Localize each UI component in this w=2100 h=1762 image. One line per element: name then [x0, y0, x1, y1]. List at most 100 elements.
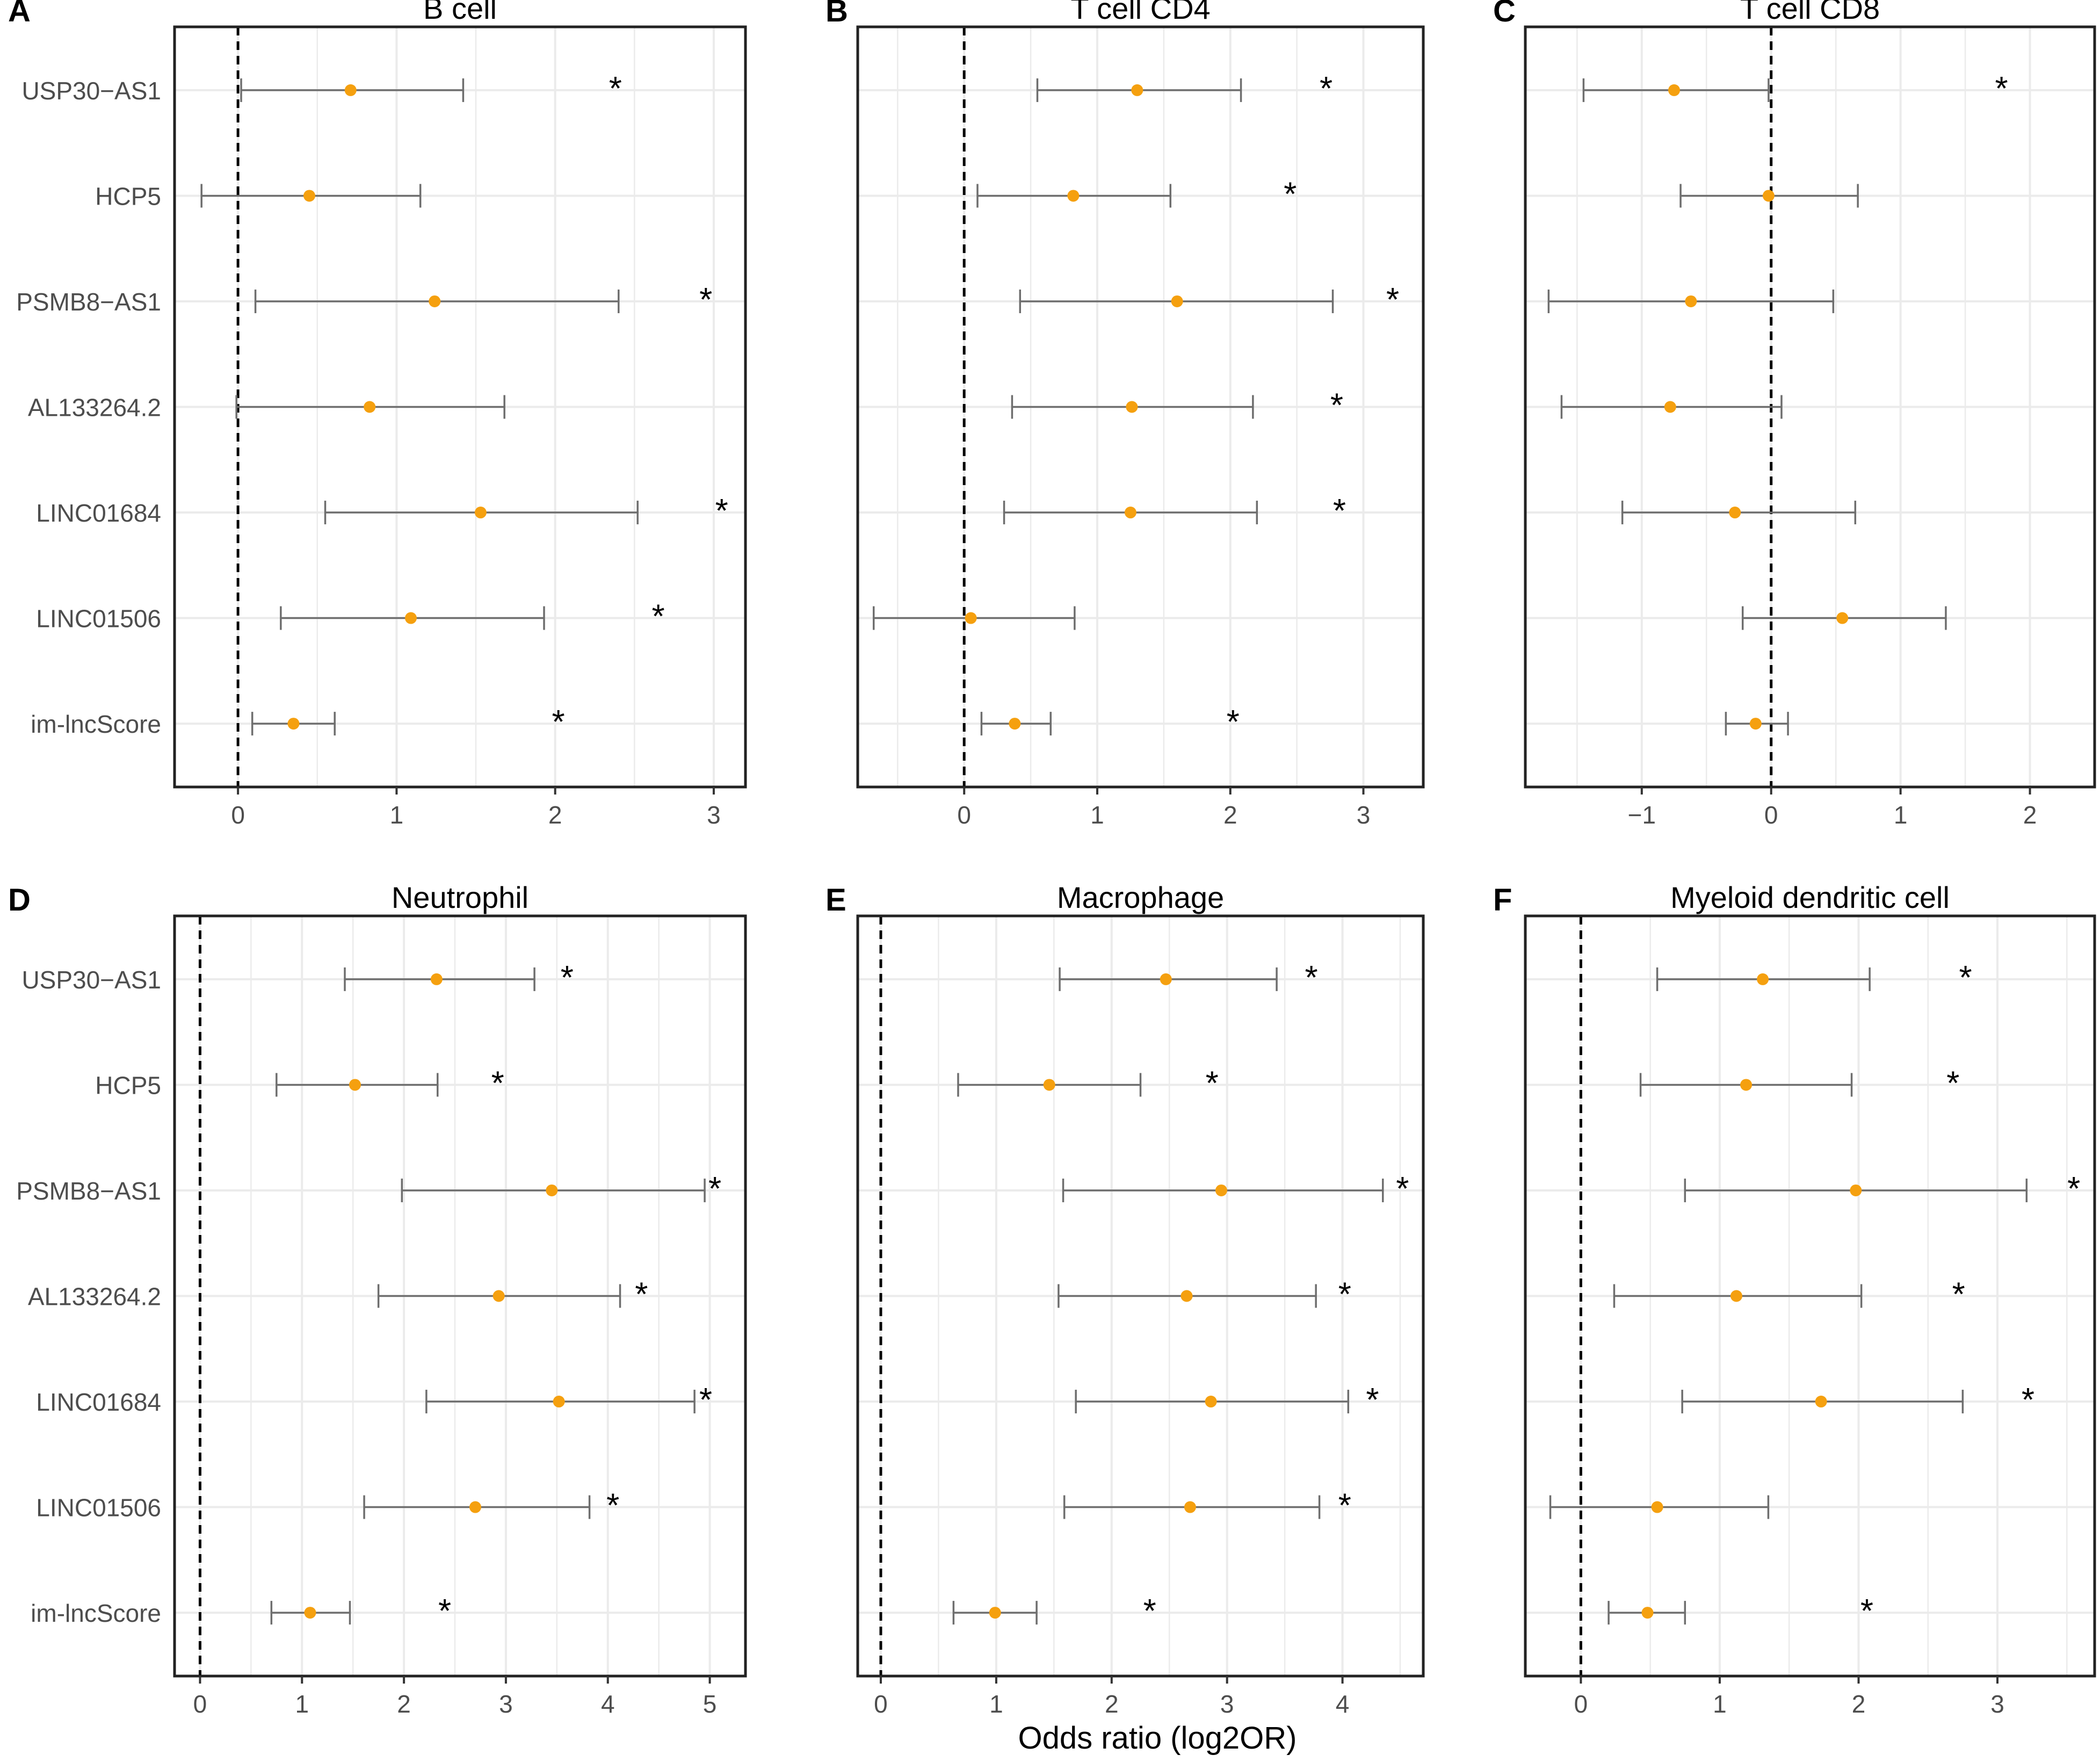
panel-letter: B [825, 0, 848, 28]
significance-star: * [438, 1593, 451, 1630]
odds-ratio-point [1668, 84, 1681, 96]
x-tick-label: 1 [989, 1690, 1003, 1718]
significance-star: * [1959, 959, 1972, 996]
odds-ratio-point [287, 718, 300, 730]
x-tick-label: 3 [499, 1690, 513, 1718]
x-tick-label: −1 [1628, 801, 1656, 829]
significance-star: * [1330, 387, 1343, 424]
category-label: LINC01506 [36, 1494, 161, 1522]
panel-border [856, 914, 1425, 1678]
significance-star: * [1333, 493, 1346, 530]
odds-ratio-point [1664, 401, 1676, 413]
category-label: AL133264.2 [28, 394, 161, 422]
odds-ratio-point [1171, 295, 1183, 307]
x-tick-label: 0 [957, 801, 971, 829]
category-label: im-lncScore [31, 710, 161, 738]
odds-ratio-point [304, 1607, 316, 1619]
panel-e: * * * * * * * 0 1 2 3 4 Macrophage E [825, 880, 1425, 1718]
odds-ratio-point [1205, 1396, 1217, 1408]
x-tick-label: 1 [1894, 801, 1908, 829]
panel-letter: D [8, 883, 31, 918]
x-tick-label: 1 [295, 1690, 309, 1718]
x-tick-label: 0 [193, 1690, 207, 1718]
x-tick-label: 3 [1220, 1690, 1234, 1718]
odds-ratio-point [1126, 401, 1138, 413]
odds-ratio-point [303, 190, 315, 202]
odds-ratio-point [493, 1290, 505, 1302]
category-label: USP30−AS1 [21, 77, 161, 105]
significance-star: * [699, 281, 712, 319]
x-tick-label: 2 [1223, 801, 1237, 829]
odds-ratio-point [430, 973, 443, 985]
odds-ratio-point [1730, 1290, 1742, 1302]
significance-star: * [491, 1065, 504, 1102]
panel-title: T cell CD4 [1070, 0, 1210, 25]
odds-ratio-point [1685, 295, 1697, 307]
significance-star: * [1227, 704, 1240, 741]
significance-star: * [1338, 1276, 1351, 1313]
significance-star: * [1860, 1593, 1873, 1630]
significance-star: * [1284, 176, 1297, 213]
significance-star: * [606, 1487, 619, 1525]
significance-star: * [2067, 1171, 2080, 1208]
panel-letter: F [1493, 883, 1512, 918]
x-tick-label: 2 [1105, 1690, 1119, 1718]
significance-star: * [635, 1276, 648, 1313]
odds-ratio-point [1729, 507, 1741, 519]
odds-ratio-point [474, 507, 487, 519]
odds-ratio-point [1740, 1079, 1753, 1091]
significance-star: * [2022, 1382, 2034, 1419]
category-label: LINC01684 [36, 499, 161, 527]
x-tick-label: 0 [231, 801, 245, 829]
x-tick-label: 5 [703, 1690, 717, 1718]
odds-ratio-point [364, 401, 376, 413]
category-label: PSMB8−AS1 [16, 288, 161, 316]
significance-star: * [1952, 1276, 1965, 1313]
category-label: LINC01684 [36, 1388, 161, 1416]
x-tick-label: 0 [874, 1690, 888, 1718]
x-tick-label: 4 [1336, 1690, 1350, 1718]
panel-f: * * * * * * 0 1 2 3 Myeloid dendritic cell F [1493, 880, 2096, 1718]
odds-ratio-point [1043, 1079, 1055, 1091]
panel-border [1524, 25, 2096, 789]
odds-ratio-point [1762, 190, 1775, 202]
category-label: HCP5 [95, 182, 161, 210]
significance-star: * [1320, 70, 1333, 107]
odds-ratio-point [1749, 718, 1762, 730]
x-tick-label: 4 [601, 1690, 615, 1718]
panel-title: B cell [423, 0, 497, 25]
panel-letter: E [825, 883, 846, 918]
significance-star: * [1396, 1171, 1409, 1208]
category-label: USP30−AS1 [21, 966, 161, 994]
odds-ratio-point [1124, 507, 1136, 519]
odds-ratio-point [1131, 84, 1143, 96]
significance-star: * [552, 704, 565, 741]
odds-ratio-point [469, 1501, 481, 1513]
significance-star: * [1305, 959, 1317, 996]
x-tick-label: 1 [1090, 801, 1104, 829]
x-tick-label: 3 [707, 801, 721, 829]
odds-ratio-point [1815, 1396, 1827, 1408]
category-label: LINC01506 [36, 605, 161, 633]
odds-ratio-point [965, 612, 977, 624]
category-label: im-lncScore [31, 1599, 161, 1627]
panel-b: * * * * * * 0 1 2 3 T cell CD4 B [825, 0, 1425, 829]
odds-ratio-point [1757, 973, 1769, 985]
x-tick-label: 2 [397, 1690, 411, 1718]
odds-ratio-point [1184, 1501, 1196, 1513]
significance-star: * [1206, 1065, 1219, 1102]
odds-ratio-point [1160, 973, 1172, 985]
significance-star: * [1995, 70, 2008, 107]
odds-ratio-point [1836, 612, 1849, 624]
odds-ratio-point [1641, 1607, 1654, 1619]
significance-star: * [715, 493, 728, 530]
panel-border [173, 914, 747, 1678]
panel-title: T cell CD8 [1740, 0, 1880, 25]
odds-ratio-point [553, 1396, 565, 1408]
odds-ratio-point [1215, 1184, 1227, 1196]
significance-star: * [652, 598, 665, 636]
significance-star: * [699, 1382, 712, 1419]
significance-star: * [1946, 1065, 1959, 1102]
panel-title: Neutrophil [392, 880, 528, 914]
odds-ratio-point [1009, 718, 1021, 730]
